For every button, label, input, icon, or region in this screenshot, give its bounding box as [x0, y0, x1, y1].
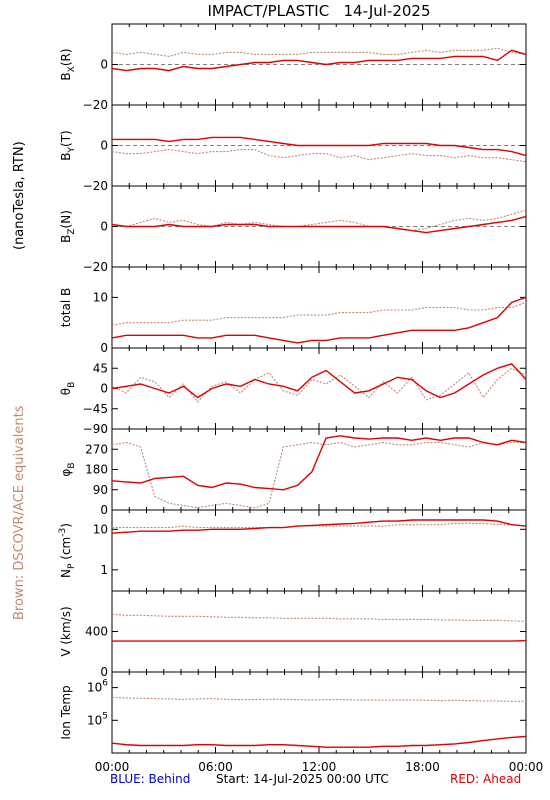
- y-tick-label: 180: [85, 463, 108, 477]
- red-series-line: [111, 519, 527, 534]
- footer-red-label: RED: Ahead: [450, 772, 522, 786]
- panel-frame: [111, 428, 527, 511]
- panel-frame: [111, 590, 527, 673]
- y-tick-label: −45: [83, 402, 108, 416]
- panel-ylabel: NP (cm-3): [58, 523, 77, 578]
- panel-frame: [111, 347, 527, 430]
- red-series-line: [112, 639, 527, 642]
- brown-series-line: [112, 522, 527, 529]
- brown-series-line: [111, 301, 527, 326]
- panel-ylabel: Ion Temp: [59, 685, 73, 739]
- y-tick-label: 10: [93, 522, 108, 536]
- panel-ylabel: θB: [59, 382, 77, 396]
- footer-start-label: Start: 14-Jul-2025 00:00 UTC: [216, 772, 389, 786]
- footer-blue-label: BLUE: Behind: [110, 772, 191, 786]
- red-series-line: [111, 215, 527, 234]
- y-tick-label: 0: [100, 58, 108, 72]
- y-tick-label: 0: [100, 503, 108, 517]
- y-tick-label: 10: [93, 290, 108, 304]
- panel-ylabel: BY(T): [59, 130, 77, 160]
- chart-title: IMPACT/PLASTIC 14-Jul-2025: [207, 2, 431, 20]
- brown-series-line: [111, 441, 526, 509]
- panel-ylabel: total B: [59, 288, 73, 328]
- red-series-line: [111, 296, 527, 344]
- y-tick-label: 0: [100, 665, 108, 679]
- brown-series-line: [111, 149, 527, 163]
- red-series-line: [112, 136, 527, 157]
- y-tick-label: 0: [100, 382, 108, 396]
- red-series-line: [111, 435, 527, 491]
- x-tick-label: 00:00: [509, 760, 544, 774]
- panel-ylabel: V (km/s): [59, 606, 73, 656]
- y-tick-label: 1: [100, 563, 108, 577]
- y-tick-label: 90: [93, 483, 108, 497]
- x-tick-label: 12:00: [302, 760, 337, 774]
- y-tick-label: 105: [87, 711, 108, 727]
- y-tick-label: 45: [93, 361, 108, 375]
- red-series-line: [111, 362, 527, 399]
- y-tick-label: −20: [83, 98, 108, 112]
- panel-ylabel: BX(R): [59, 48, 77, 80]
- red-series-line: [111, 735, 527, 748]
- y-tick-label: −20: [83, 179, 108, 193]
- y-tick-label: 0: [100, 341, 108, 355]
- y-tick-label: −90: [83, 422, 108, 436]
- brown-series-line: [111, 696, 526, 702]
- panel-frame: [111, 671, 527, 754]
- brown-series-line: [111, 367, 527, 403]
- y-tick-label: 0: [100, 220, 108, 234]
- panel-frame: [111, 509, 527, 592]
- y-tick-label: −20: [83, 260, 108, 274]
- x-tick-label: 06:00: [198, 760, 233, 774]
- panel-ylabel: φB: [59, 462, 77, 476]
- y-tick-label: 106: [87, 679, 108, 695]
- y-tick-label: 400: [85, 625, 108, 639]
- panel-ylabel: BZ(N): [59, 210, 77, 243]
- x-tick-label: 18:00: [405, 760, 440, 774]
- brown-series-line: [111, 47, 527, 57]
- x-tick-label: 00:00: [95, 760, 130, 774]
- y-tick-label: 0: [100, 139, 108, 153]
- brown-series-line: [111, 613, 527, 622]
- y-tick-label: 270: [85, 442, 108, 456]
- brown-series-line: [111, 209, 527, 232]
- red-series-line: [111, 49, 527, 72]
